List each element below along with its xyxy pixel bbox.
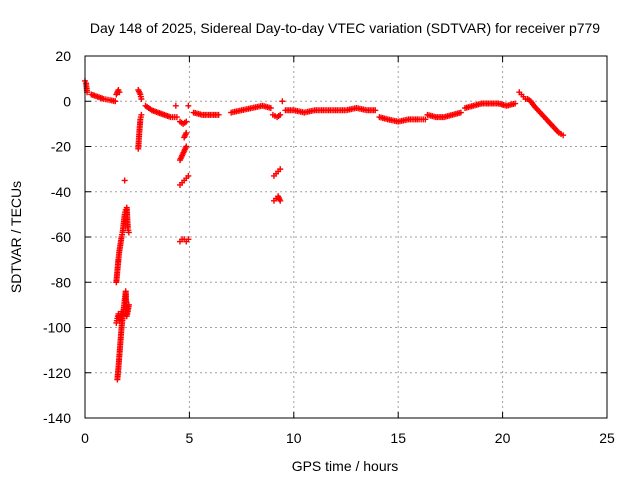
data-point bbox=[422, 116, 429, 123]
data-point bbox=[185, 236, 192, 243]
x-tick-label: 20 bbox=[495, 430, 511, 446]
y-tick-label: -80 bbox=[51, 274, 71, 290]
data-point bbox=[125, 301, 132, 308]
data-point bbox=[215, 111, 222, 118]
data-point bbox=[185, 102, 192, 109]
x-tick-label: 0 bbox=[81, 430, 89, 446]
data-point bbox=[116, 89, 123, 96]
data-point bbox=[457, 109, 464, 116]
data-point bbox=[560, 132, 567, 139]
x-tick-label: 10 bbox=[286, 430, 302, 446]
data-point bbox=[173, 114, 180, 121]
data-point bbox=[267, 105, 274, 112]
y-tick-label: -60 bbox=[51, 229, 71, 245]
data-point bbox=[183, 129, 190, 136]
data-point bbox=[183, 118, 190, 125]
chart-title: Day 148 of 2025, Sidereal Day-to-day VTE… bbox=[90, 20, 600, 36]
x-axis-title: GPS time / hours bbox=[292, 458, 399, 474]
y-tick-label: -140 bbox=[43, 410, 71, 426]
data-point bbox=[138, 95, 145, 102]
x-tick-labels: 0 5 10 15 20 25 bbox=[81, 430, 615, 446]
data-point bbox=[372, 107, 379, 114]
data-point bbox=[277, 111, 284, 118]
y-tick-label: -20 bbox=[51, 139, 71, 155]
x-tick-label: 25 bbox=[599, 430, 615, 446]
y-tick-label: -100 bbox=[43, 320, 71, 336]
data-point bbox=[279, 98, 286, 105]
y-tick-labels: -140 -120 -100 -80 -60 -40 -20 0 20 bbox=[43, 48, 71, 426]
data-point bbox=[183, 143, 190, 150]
data-point bbox=[512, 100, 519, 107]
gridlines bbox=[85, 56, 607, 418]
y-tick-label: -120 bbox=[43, 365, 71, 381]
data-point bbox=[185, 172, 192, 179]
data-point bbox=[138, 111, 145, 118]
data-point bbox=[277, 166, 284, 173]
x-tick-label: 5 bbox=[186, 430, 194, 446]
data-points bbox=[82, 77, 567, 383]
y-tick-label: 20 bbox=[55, 48, 71, 64]
data-point bbox=[277, 197, 284, 204]
y-tick-label: 0 bbox=[63, 93, 71, 109]
y-tick-label: -40 bbox=[51, 184, 71, 200]
data-point bbox=[121, 177, 128, 184]
data-point bbox=[172, 102, 179, 109]
x-tick-label: 15 bbox=[390, 430, 406, 446]
plot-frame bbox=[84, 55, 608, 419]
y-axis-title: SDTVAR / TECUs bbox=[8, 181, 24, 293]
data-point bbox=[125, 229, 132, 236]
data-point bbox=[118, 308, 125, 315]
data-point bbox=[112, 98, 119, 105]
